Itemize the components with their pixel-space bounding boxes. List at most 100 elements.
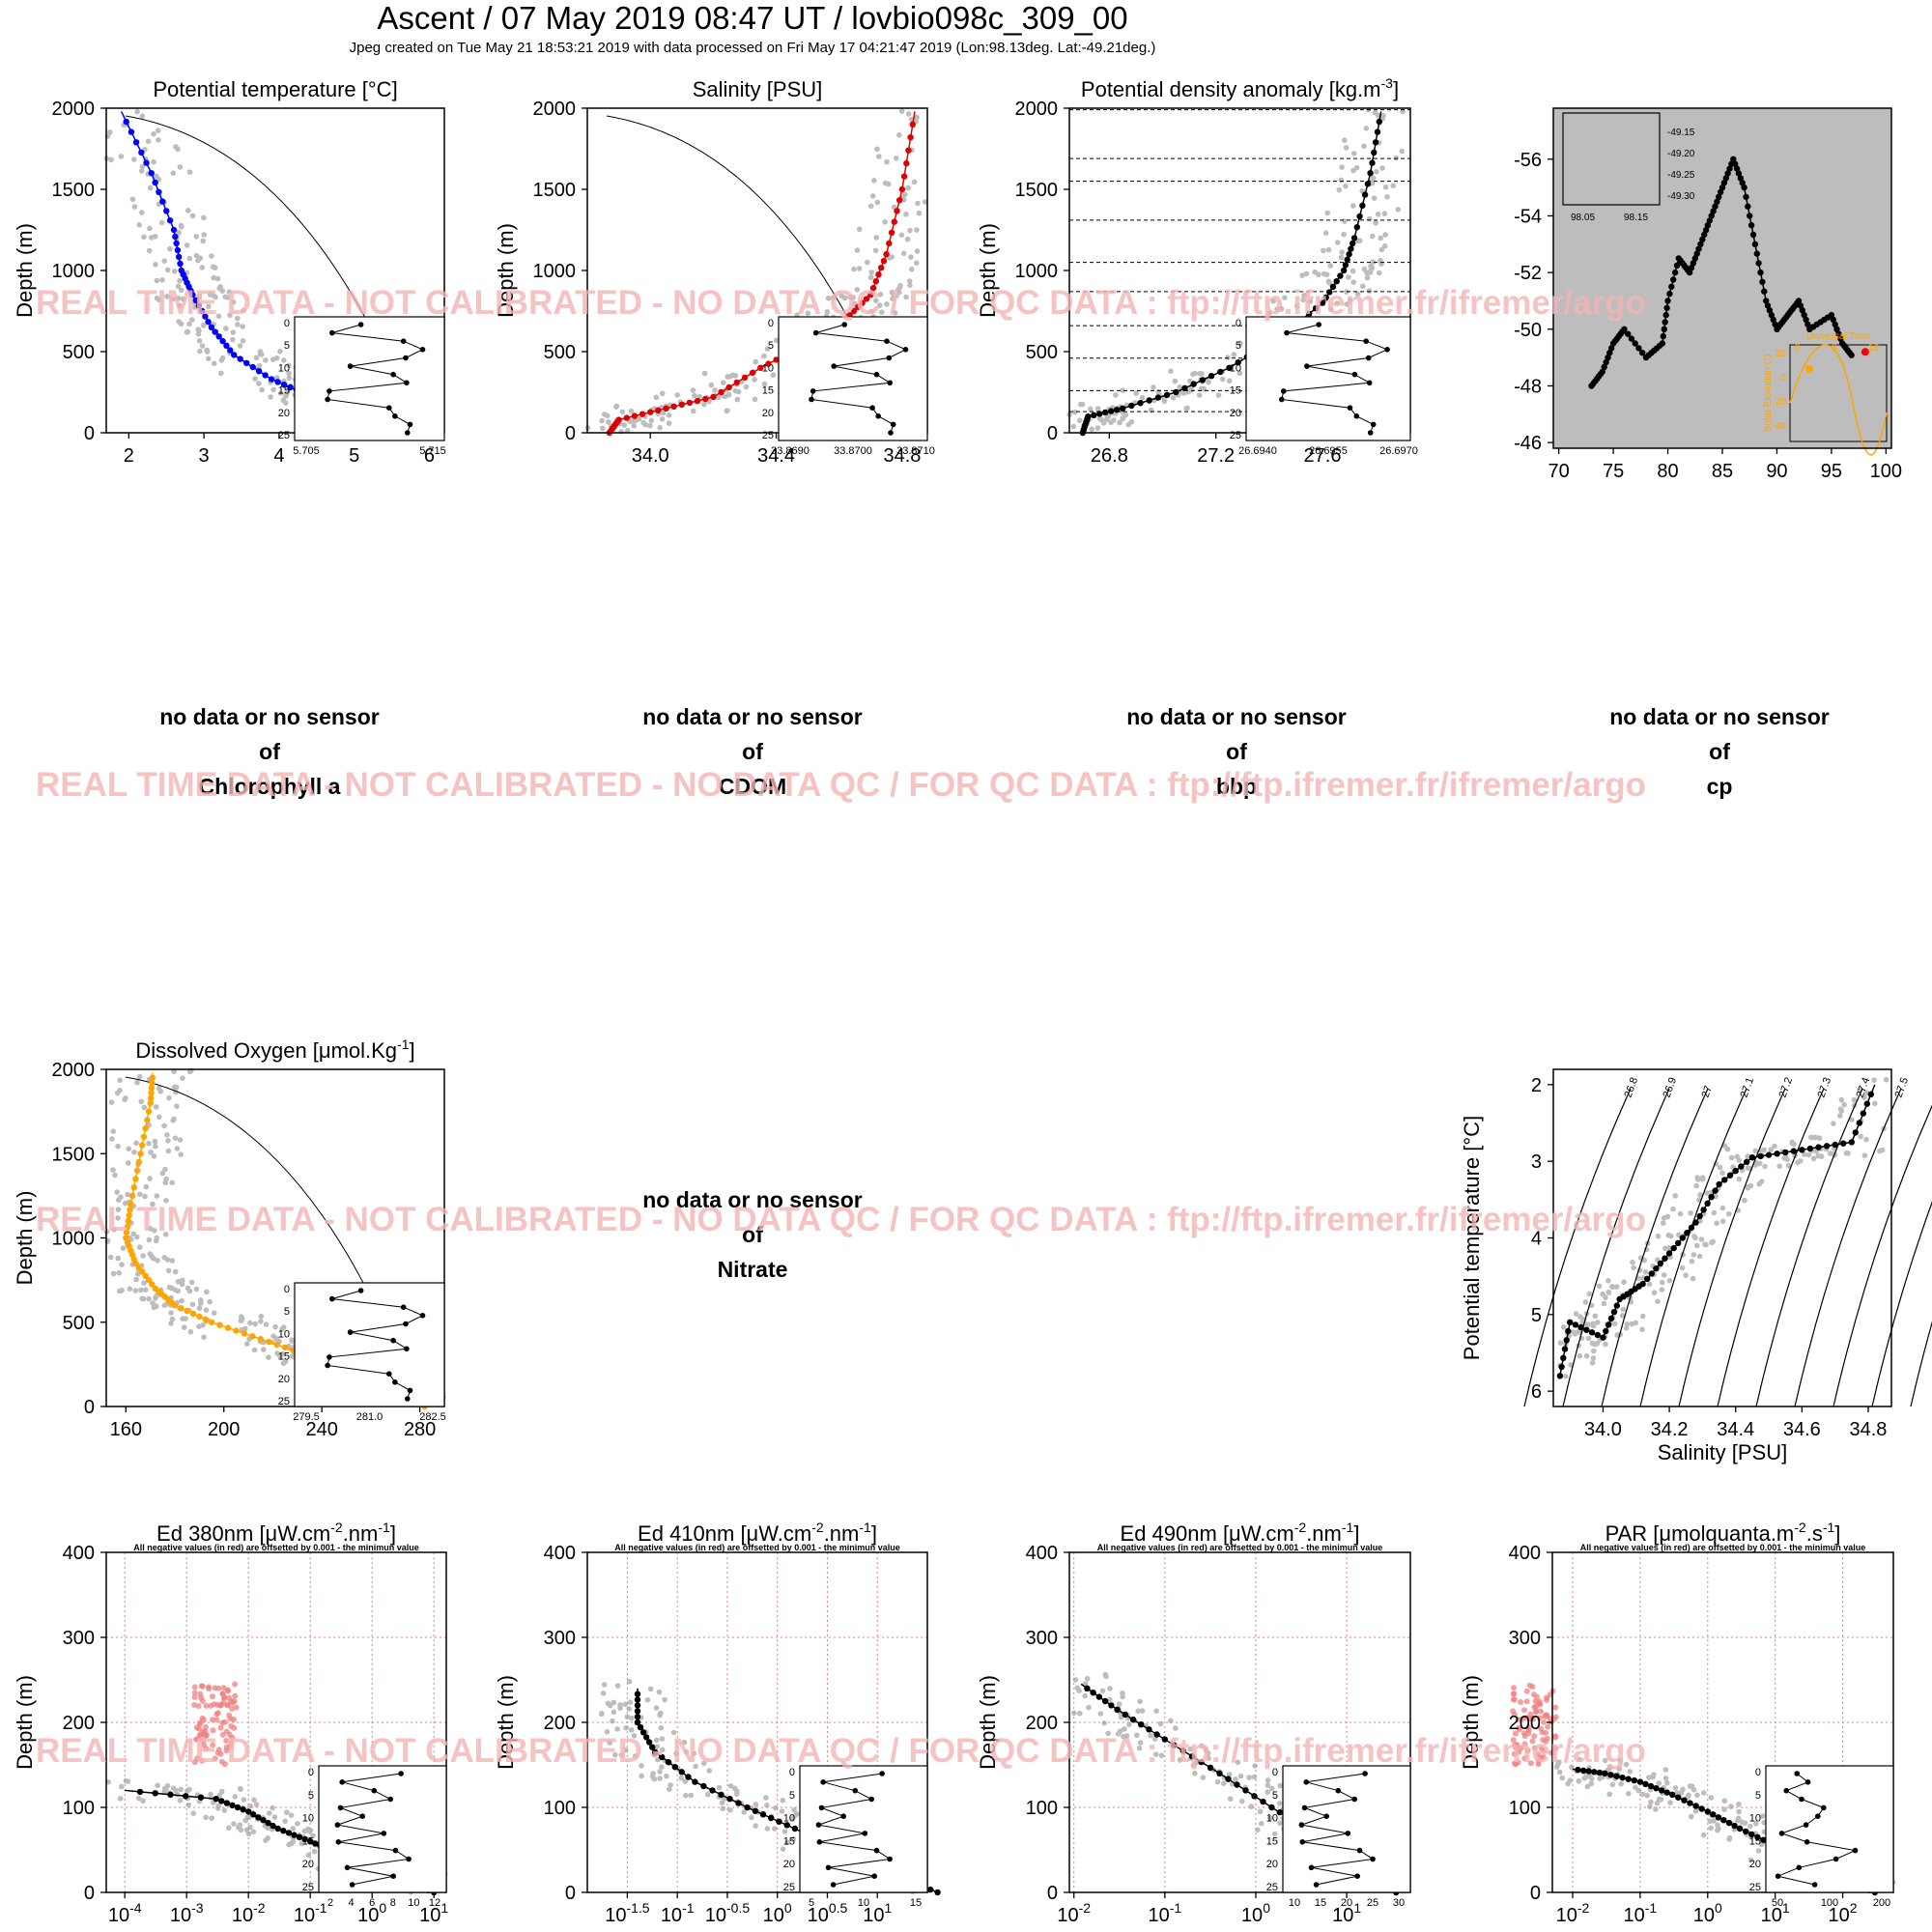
profile-point: [127, 1207, 133, 1213]
surface-inset-point: [818, 1804, 825, 1811]
history-point: [1639, 1791, 1646, 1798]
surface-inset-ytick: 20: [1749, 1859, 1761, 1870]
negative-point: [203, 1746, 210, 1752]
history-point: [1553, 1764, 1560, 1770]
profile-point: [1276, 1808, 1284, 1816]
negative-point: [1531, 1745, 1538, 1751]
surface-inset-point: [1799, 1796, 1804, 1803]
history-point: [1070, 423, 1077, 430]
history-point: [1697, 1218, 1703, 1224]
negative-point: [1534, 1693, 1540, 1700]
history-point: [600, 1690, 607, 1696]
surface-inset-point: [400, 1304, 407, 1310]
history-point: [1605, 1278, 1611, 1284]
history-point: [1099, 1688, 1106, 1694]
history-point: [657, 1712, 663, 1719]
history-point: [1781, 1155, 1787, 1161]
profile-point: [1755, 260, 1762, 267]
surface-inset-point: [887, 1856, 893, 1862]
profile-point: [1319, 299, 1326, 306]
history-point: [1344, 301, 1350, 307]
history-point: [241, 1797, 247, 1803]
history-point: [1647, 1804, 1653, 1809]
profile-point: [1631, 1776, 1638, 1784]
history-point: [1248, 1804, 1254, 1809]
profile-point: [1712, 1187, 1719, 1194]
history-point: [732, 387, 739, 394]
history-point: [286, 1841, 292, 1848]
history-point: [1609, 1781, 1616, 1788]
history-point: [1563, 1374, 1569, 1379]
profile-point: [1577, 1323, 1584, 1331]
zoom-inset-label: -49.30: [1667, 191, 1695, 202]
title-end: ]: [1353, 1521, 1359, 1546]
profile-point: [1585, 1768, 1592, 1775]
title-sup: -1: [1823, 1520, 1835, 1535]
surface-inset-xtick: 5: [809, 1897, 814, 1909]
y-tick-label: 0: [84, 1397, 95, 1418]
history-point: [169, 1316, 176, 1322]
profile-point: [1558, 1363, 1565, 1371]
history-point: [227, 312, 233, 319]
profile-point: [145, 1276, 153, 1284]
no-data-of: of: [742, 1222, 763, 1247]
surface-inset-ytick: 20: [783, 1859, 795, 1870]
title-mid: .nm: [1306, 1521, 1342, 1546]
profile-point: [1668, 283, 1675, 290]
history-point: [149, 235, 155, 241]
negative-point: [203, 1702, 210, 1709]
history-point: [653, 1737, 660, 1744]
negative-point: [1552, 1714, 1559, 1720]
negative-point: [194, 1755, 201, 1762]
profile-point: [1706, 217, 1714, 224]
negative-point: [1536, 1715, 1543, 1721]
surface-inset-point: [1804, 1779, 1811, 1785]
title-main: Ed 410nm [μW.cm: [638, 1521, 811, 1546]
history-point: [1588, 1780, 1595, 1787]
negative-point: [1524, 1747, 1531, 1754]
profile-point: [1095, 1693, 1103, 1700]
history-point: [189, 213, 196, 219]
profile-point: [859, 299, 866, 306]
profile-point: [883, 251, 890, 258]
surface-inset-point: [325, 1362, 330, 1369]
history-point: [204, 1289, 210, 1295]
history-point: [172, 1268, 179, 1275]
history-point: [865, 259, 870, 266]
history-point: [253, 355, 260, 361]
history-point: [753, 1823, 758, 1829]
history-point: [1325, 278, 1332, 285]
surface-inset-point: [390, 1873, 397, 1879]
surface-inset-ytick: 10: [278, 1328, 290, 1340]
profile-point: [125, 1217, 131, 1225]
history-point: [1724, 1146, 1731, 1152]
history-point: [197, 348, 203, 355]
y-tick-label: 2000: [52, 99, 96, 120]
surface-inset-ytick: 0: [789, 1767, 795, 1778]
history-point: [1246, 1775, 1252, 1780]
profile-point: [1644, 1275, 1651, 1283]
history-point: [153, 1237, 159, 1244]
history-point: [251, 1797, 257, 1803]
profile-point: [1670, 1244, 1677, 1252]
history-point: [1125, 421, 1131, 428]
history-point: [1170, 395, 1177, 401]
history-point: [688, 1792, 695, 1799]
history-point: [147, 1251, 153, 1257]
history-point: [1674, 1790, 1680, 1796]
history-point: [161, 1122, 167, 1129]
history-point: [1591, 1348, 1597, 1354]
history-point: [1088, 406, 1094, 412]
surface-inset-xtick: 8: [390, 1897, 396, 1909]
profile-point: [1720, 180, 1728, 186]
surface-inset-point: [386, 405, 392, 412]
history-point: [1196, 392, 1203, 398]
history-point: [137, 1191, 143, 1198]
history-point: [1237, 1773, 1244, 1779]
surface-inset-point: [390, 1337, 397, 1344]
profile-point: [1329, 283, 1337, 290]
profile-point: [212, 328, 218, 335]
history-point: [619, 409, 626, 415]
history-point: [201, 323, 207, 328]
history-point: [189, 1301, 196, 1308]
